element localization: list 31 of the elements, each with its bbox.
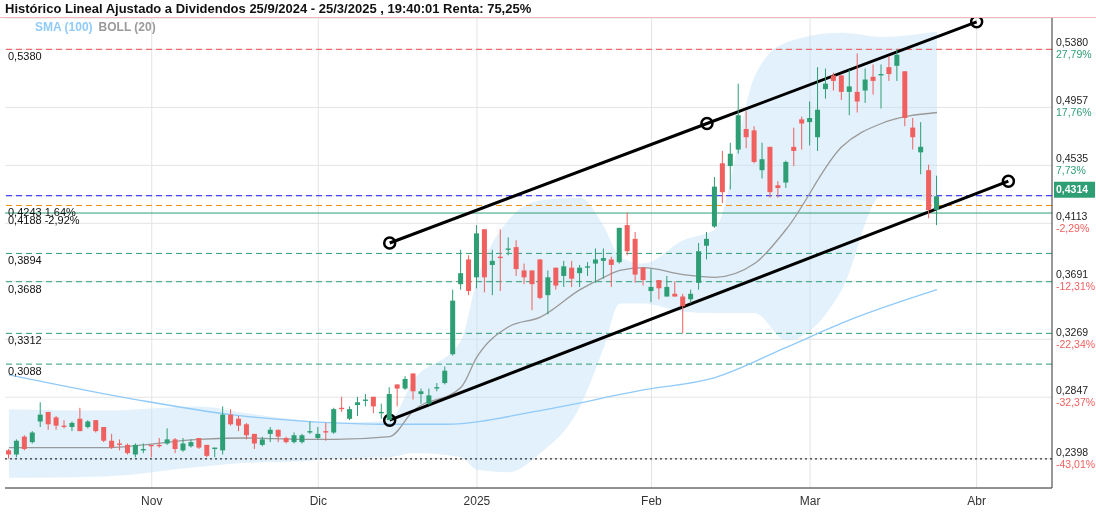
y2-tick-label: 27,79%	[1056, 48, 1092, 61]
ref-line-label: 0,3312	[8, 334, 42, 347]
x-tick-label: Mar	[799, 493, 821, 508]
x-tick-label: Feb	[641, 493, 663, 508]
ref-line-label: 0,5380	[8, 50, 42, 63]
y-tick-label: 0,2847	[1056, 384, 1089, 397]
x-tick-label: 2025	[463, 493, 491, 508]
y2-tick-label: -22,34%	[1056, 338, 1096, 351]
x-tick-label: Nov	[141, 493, 163, 508]
text: SMA (100)	[35, 20, 93, 34]
y2-tick-label: -43,01%	[1056, 457, 1096, 470]
y-tick-label: 0,4314	[1056, 182, 1089, 195]
y-tick-label: 0,3691	[1056, 268, 1089, 281]
x-tick-label: Abr	[967, 493, 986, 508]
y-tick-label: 0,4113	[1056, 210, 1088, 223]
y-tick-label: 0,4535	[1056, 152, 1089, 165]
y2-tick-label: -2,29%	[1056, 222, 1090, 235]
y2-tick-label: -12,31%	[1056, 280, 1096, 293]
y-tick-label: 0,4957	[1056, 94, 1089, 107]
y-tick-label: 0,3269	[1056, 326, 1089, 339]
chart-title: Histórico Lineal Ajustado a Dividendos 25/9/2024 - 25/3/2025 , 19:40:01 Renta: 75,25%	[0, 0, 1096, 18]
y-tick-label: 0,2398	[1056, 445, 1089, 458]
ref-line-label: 0,3894	[8, 254, 42, 267]
y2-tick-label: 7,73%	[1056, 164, 1086, 177]
ref-line-label: 0,3088	[8, 364, 42, 377]
text: BOLL (20)	[98, 20, 156, 34]
ref-line-label: 0,3688	[8, 282, 42, 295]
y2-tick-label: -32,37%	[1056, 396, 1096, 409]
y2-tick-label: 17,76%	[1056, 106, 1092, 119]
y-tick-label: 0,5380	[1056, 36, 1089, 49]
x-tick-label: Dic	[309, 493, 327, 508]
